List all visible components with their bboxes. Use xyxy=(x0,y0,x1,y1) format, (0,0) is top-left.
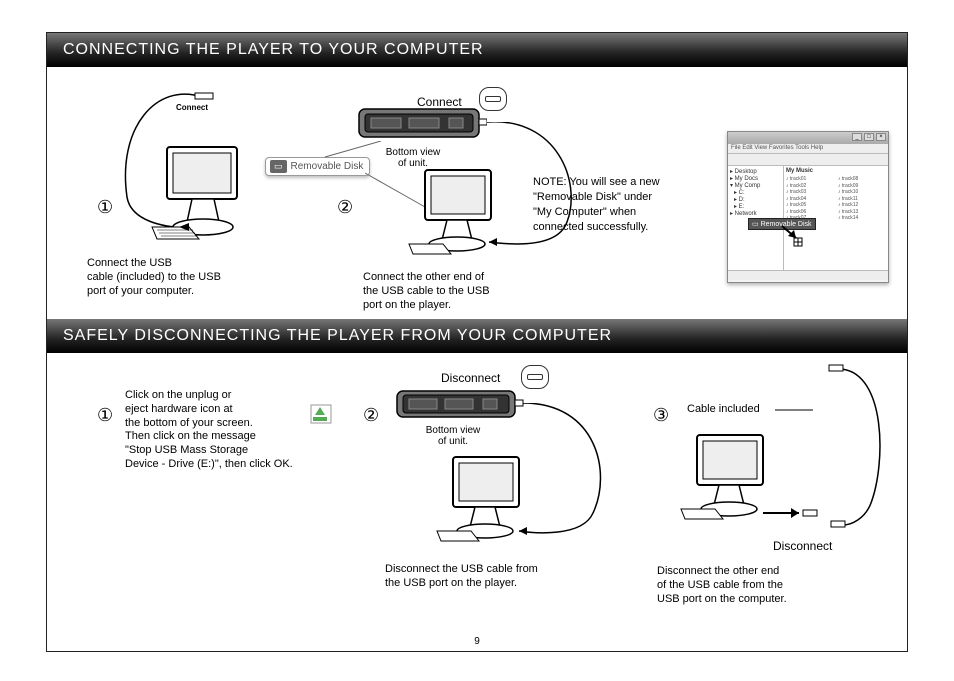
disconnect-step1-caption: Click on the unplug or eject hardware ic… xyxy=(125,389,325,472)
window-min-icon: _ xyxy=(852,133,862,141)
section-connect: ① Connect Connect the USB cable (include… xyxy=(47,67,907,313)
section-disconnect: ① Click on the unplug or eject hardware … xyxy=(47,353,907,637)
connect-note: NOTE: You will see a new "Removable Disk… xyxy=(533,175,713,234)
disconnect-step2-illustration xyxy=(407,403,617,573)
window-max-icon: □ xyxy=(864,133,874,141)
disconnect-step2-caption: Disconnect the USB cable from the USB po… xyxy=(385,563,595,591)
disconnect-step1-number: ① xyxy=(97,405,113,426)
connect-step1-caption: Connect the USB cable (included) to the … xyxy=(87,257,257,298)
my-computer-window: _ □ × File Edit View Favorites Tools Hel… xyxy=(727,131,889,283)
drag-arrow-icon xyxy=(780,224,810,248)
eject-hardware-icon xyxy=(309,403,331,423)
connect-step1-illustration xyxy=(107,87,287,257)
disconnect-top-label: Disconnect xyxy=(441,371,500,385)
window-folder-title: My Music xyxy=(786,168,886,174)
window-close-icon: × xyxy=(876,133,886,141)
disconnect-usb-port-icon xyxy=(521,365,549,389)
disconnect-arrow-label: Disconnect xyxy=(773,539,832,553)
page-number: 9 xyxy=(47,636,907,647)
manual-page: CONNECTING THE PLAYER TO YOUR COMPUTER ①… xyxy=(46,32,908,652)
connect-step2-caption: Connect the other end of the USB cable t… xyxy=(363,271,543,312)
heading-disconnecting: SAFELY DISCONNECTING THE PLAYER FROM YOU… xyxy=(47,319,907,353)
disconnect-step3-caption: Disconnect the other end of the USB cabl… xyxy=(657,565,867,606)
window-titlebar: _ □ × xyxy=(728,132,888,144)
disconnect-step2-number: ② xyxy=(363,405,379,426)
heading-connecting: CONNECTING THE PLAYER TO YOUR COMPUTER xyxy=(47,33,907,67)
disconnect-step3-illustration xyxy=(661,363,891,563)
